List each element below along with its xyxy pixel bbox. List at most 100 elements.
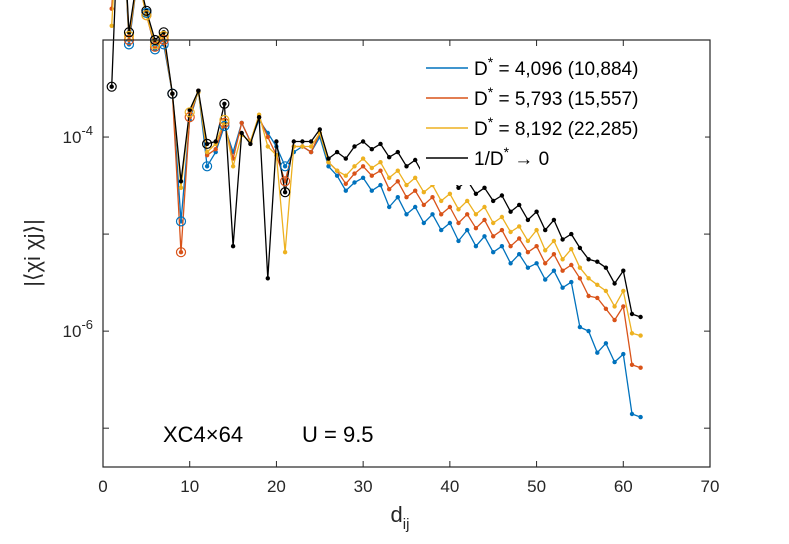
data-point [473,212,479,217]
open-circle-marker [184,112,195,123]
data-point [517,224,522,229]
data-point [577,276,583,281]
data-point [413,157,418,163]
data-point [456,207,461,212]
data-point [534,227,539,233]
data-point [525,265,531,270]
data-point [204,149,210,155]
data-point [187,107,192,113]
open-circle-marker [123,27,135,38]
data-point [387,175,392,180]
data-point [378,182,383,188]
data-point [499,193,505,198]
data-point [274,139,279,144]
data-point [439,227,444,233]
data-point [369,147,374,152]
data-point [360,156,366,161]
open-circle-marker [219,98,230,109]
data-point [551,217,557,223]
data-point [551,268,557,273]
data-point [629,331,635,336]
data-point [256,115,262,120]
data-point [569,262,574,268]
data-point [308,144,314,149]
data-point [178,250,184,255]
data-point [109,84,114,89]
x-tick-label: 0 [98,477,107,496]
data-point [595,282,600,287]
data-point [213,139,218,144]
data-point [343,181,348,186]
open-circle-marker [280,187,291,198]
data-point [395,168,400,173]
open-circle-marker [175,216,187,227]
data-point [343,173,348,178]
legend-entry-sup: * [488,54,494,70]
data-point [612,317,617,323]
data-point [248,141,253,147]
data-point [569,246,574,252]
data-point [387,204,392,210]
legend-entry-post: = 4,096 (10,884) [493,59,638,80]
series-layer [106,0,643,420]
legend-entry-pre: D [474,59,488,80]
data-point [369,165,374,171]
data-point [465,212,470,217]
data-point [265,276,270,281]
data-point [491,234,496,239]
data-point [499,244,505,249]
data-point [577,265,583,270]
data-point [499,227,505,233]
data-point [595,259,600,264]
data-point [178,179,184,184]
data-point [586,257,591,262]
data-point [447,191,453,196]
open-circle-marker [141,10,152,21]
data-point [430,212,435,217]
legend-box [420,55,705,185]
legend: D* = 4,096 (10,884)D* = 5,793 (15,557)D*… [420,54,705,185]
open-circle-marker [158,27,169,38]
data-point [326,156,331,161]
y-axis: 10-210-410-6 [63,39,710,429]
data-point [178,185,184,190]
data-point [109,23,114,28]
data-point [491,198,496,204]
data-point [204,141,210,147]
data-point [499,214,505,220]
data-point [569,231,574,237]
data-point [230,164,236,169]
data-point [638,414,643,420]
data-point [595,295,600,301]
data-point [612,304,617,309]
data-point [577,245,583,251]
data-point [395,149,400,155]
data-point [413,204,418,210]
legend-entry-post: = 5,793 (15,557) [493,89,638,110]
open-circle-marker [219,117,230,129]
data-point [517,236,522,241]
data-point [378,168,383,173]
data-point [456,238,461,244]
data-point [629,362,635,367]
x-tick-label: 70 [701,477,720,496]
data-point [404,164,409,169]
open-circle-marker [280,161,291,172]
data-point [230,244,236,249]
legend-entry: D* = 8,192 (22,285) [474,114,638,140]
data-point [317,127,322,132]
data-point [534,209,539,214]
data-point [439,212,444,217]
data-point [196,88,201,93]
data-point [404,195,409,200]
data-point [343,156,348,161]
legend-entry-sup: * [504,144,510,160]
y-tick-label-exp: -4 [81,123,93,138]
x-tick-label: 30 [354,477,373,496]
data-point [369,188,374,193]
data-point [543,277,548,282]
x-tick-label: 50 [527,477,546,496]
data-point [360,175,366,180]
data-point [508,229,513,235]
data-point [282,190,288,195]
